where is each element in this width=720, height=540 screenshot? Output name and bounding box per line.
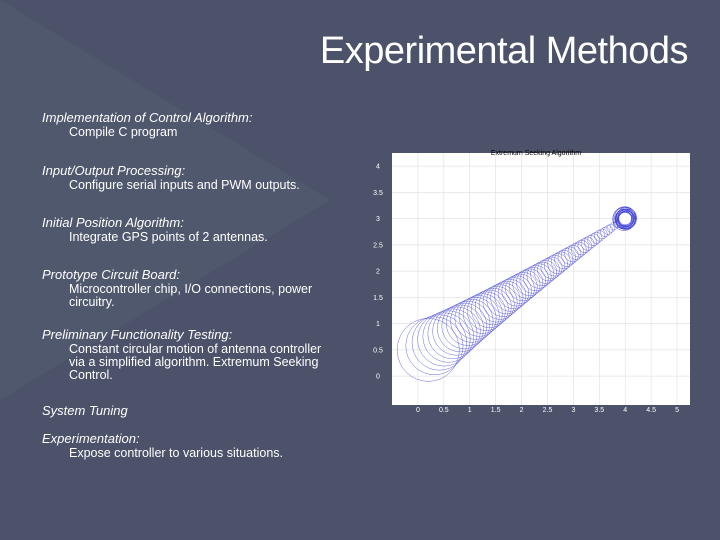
bullet-detail: via a simplified algorithm. Extremum See… (69, 355, 319, 369)
bullet-heading: Prototype Circuit Board: (42, 267, 181, 282)
y-tick-label: 2 (376, 269, 380, 276)
trajectory-loop (614, 206, 637, 229)
trajectory-loop (497, 277, 529, 309)
trajectory-loop (580, 236, 595, 251)
bullet-detail: Expose controller to various situations. (69, 446, 283, 460)
trajectory-loop (454, 297, 497, 340)
bullet-item: Implementation of Control Algorithm: Com… (42, 110, 362, 163)
chart-title: Extremum Seeking Algorithm (491, 150, 581, 157)
trajectory-loop (547, 253, 568, 274)
x-tick-label: 0.5 (439, 407, 449, 414)
bullet-heading: System Tuning (42, 403, 128, 418)
bullet-detail: Microcontroller chip, I/O connections, p… (69, 282, 313, 296)
bullet-detail: Integrate GPS points of 2 antennas. (69, 230, 268, 244)
bullet-heading: Input/Output Processing: (42, 163, 186, 178)
bullet-detail: Constant circular motion of antenna cont… (69, 342, 322, 356)
slide-title: Experimental Methods (319, 30, 689, 72)
y-tick-label: 0 (376, 374, 380, 381)
trajectory-loop (482, 284, 518, 320)
trajectory-loop (584, 235, 598, 249)
bullet-detail: circuitry. (69, 295, 115, 309)
trajectory-loop (427, 308, 478, 359)
plot-background (392, 153, 690, 405)
trajectory-loop (396, 318, 460, 382)
x-tick-label: 2 (520, 407, 524, 414)
y-tick-label: 4 (376, 164, 380, 171)
x-tick-label: 3 (571, 407, 575, 414)
bullet-heading: Experimentation: (42, 431, 140, 446)
bullet-heading: Implementation of Control Algorithm: (42, 110, 253, 125)
x-tick-label: 0 (416, 407, 420, 414)
trajectory-loop (593, 230, 605, 242)
trajectory-loop (597, 228, 608, 240)
bullet-detail: Control. (69, 368, 113, 382)
trajectory-loop (516, 268, 544, 296)
trajectory-loop (432, 306, 481, 356)
trajectory-loop (612, 207, 636, 231)
trajectory-loop (557, 248, 576, 267)
bullet-detail: Compile C program (69, 125, 178, 139)
trajectory-loop (554, 250, 574, 270)
trajectory-loop (478, 286, 515, 323)
trajectory-loop (490, 280, 524, 315)
trajectory-loop (441, 302, 488, 349)
trajectory-loop (512, 270, 541, 299)
bullet-detail: Configure serial inputs and PWM outputs. (69, 178, 300, 192)
bullet-item: Preliminary Functionality Testing: Const… (42, 327, 362, 403)
y-tick-label: 1.5 (373, 295, 383, 302)
x-tick-label: 4.5 (646, 407, 656, 414)
trajectory-loop (544, 255, 566, 277)
y-tick-label: 3 (376, 216, 380, 223)
y-tick-label: 3.5 (373, 190, 383, 197)
trajectory-loop (417, 312, 471, 367)
bullet-item: Prototype Circuit Board: Microcontroller… (42, 267, 362, 327)
trajectory-loop (446, 300, 491, 346)
y-tick-label: 1 (376, 321, 380, 328)
x-tick-label: 3.5 (594, 407, 604, 414)
trajectory-loop (486, 282, 521, 317)
bullet-heading: Preliminary Functionality Testing: (42, 327, 233, 342)
trajectory-loop (606, 223, 616, 233)
trajectory-loop (540, 256, 563, 279)
trajectory-loop (450, 299, 494, 343)
chart-svg: Extremum Seeking Algorithm 0 0.5 1 1.5 2 2.5 3… (373, 150, 690, 414)
trajectory-loop (501, 275, 532, 307)
bullet-item: System Tuning (42, 403, 362, 431)
bullet-list: Implementation of Control Algorithm: Com… (42, 110, 362, 471)
trajectory-loop (561, 246, 579, 265)
x-tick-label: 1 (468, 407, 472, 414)
trajectory-endpoint (619, 212, 632, 225)
x-tick-label: 2.5 (543, 407, 553, 414)
bullet-heading: Initial Position Algorithm: (42, 215, 184, 230)
trajectory-loop (411, 314, 467, 371)
trajectory-loop (587, 233, 600, 246)
trajectory-loop (533, 260, 557, 284)
x-tick-label: 4 (623, 407, 627, 414)
trajectory-loop (422, 310, 474, 363)
trajectory-loop (437, 304, 484, 353)
bullet-item: Initial Position Algorithm: Integrate GP… (42, 215, 362, 267)
trajectory-loop (508, 272, 538, 302)
y-tick-label: 0.5 (373, 347, 383, 354)
chart: Extremum Seeking Algorithm 0 0.5 1 1.5 2 2.5 3… (368, 146, 700, 418)
y-tick-label: 2.5 (373, 242, 383, 249)
x-tick-label: 5 (675, 407, 679, 414)
trajectory-loop (537, 258, 560, 282)
trajectory-loop (505, 273, 535, 304)
x-tick-label: 1.5 (491, 407, 501, 414)
bullet-item: Input/Output Processing: Configure seria… (42, 163, 362, 215)
trajectory-loop (590, 231, 603, 244)
bullet-item: Experimentation: Expose controller to va… (42, 431, 362, 471)
